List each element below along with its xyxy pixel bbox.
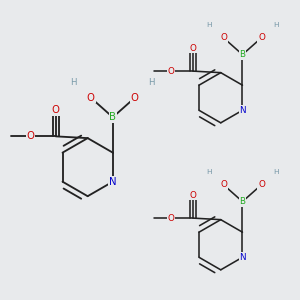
Text: H: H xyxy=(206,22,212,28)
Text: O: O xyxy=(220,180,227,189)
Text: O: O xyxy=(168,67,175,76)
Text: O: O xyxy=(220,33,227,42)
Text: B: B xyxy=(239,50,245,59)
Text: H: H xyxy=(148,78,155,87)
Text: H: H xyxy=(273,22,279,28)
Text: O: O xyxy=(52,105,60,115)
Text: O: O xyxy=(258,33,265,42)
Text: H: H xyxy=(206,169,212,175)
Text: B: B xyxy=(109,112,116,122)
Text: O: O xyxy=(26,131,34,141)
Text: H: H xyxy=(70,78,77,87)
Text: H: H xyxy=(273,169,279,175)
Text: O: O xyxy=(258,180,265,189)
Text: N: N xyxy=(239,106,246,115)
Text: B: B xyxy=(239,197,245,206)
Text: N: N xyxy=(109,177,117,187)
Text: N: N xyxy=(239,253,246,262)
Text: O: O xyxy=(190,44,196,53)
Text: O: O xyxy=(190,191,196,200)
Text: O: O xyxy=(87,93,95,103)
Text: O: O xyxy=(168,214,175,223)
Text: O: O xyxy=(131,93,139,103)
